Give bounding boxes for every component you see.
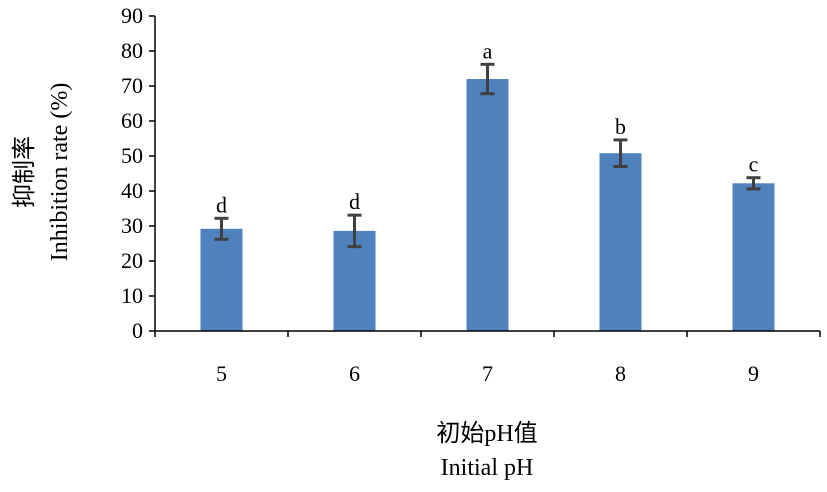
- x-tick-label: 8: [615, 361, 626, 386]
- significance-labels: d d a b c: [216, 38, 759, 217]
- x-tick-label: 9: [748, 361, 759, 386]
- bars: [200, 79, 775, 331]
- x-axis-ticks: 5 6 7 8 9: [154, 331, 821, 386]
- y-tick-label: 10: [121, 283, 143, 308]
- y-tick-label: 30: [121, 213, 143, 238]
- x-axis-title-en: Initial pH: [441, 455, 534, 481]
- bar: [599, 153, 642, 331]
- y-axis-title-zh: 抑制率: [11, 136, 38, 208]
- significance-label: a: [483, 38, 493, 63]
- bar: [732, 183, 775, 331]
- x-axis-title-zh: 初始pH值: [436, 420, 537, 447]
- error-bars: [214, 62, 761, 249]
- y-tick-label: 70: [121, 73, 143, 98]
- y-tick-label: 20: [121, 248, 143, 273]
- x-tick-label: 5: [216, 361, 227, 386]
- bar: [466, 79, 509, 331]
- bar: [200, 228, 243, 331]
- significance-label: c: [749, 152, 759, 177]
- significance-label: d: [216, 192, 227, 217]
- y-tick-label: 90: [121, 3, 143, 28]
- y-tick-label: 40: [121, 178, 143, 203]
- y-axis-ticks: 0 10 20 30 40 50 60 70 80 90: [121, 3, 155, 343]
- x-tick-label: 7: [482, 361, 493, 386]
- axes: [154, 16, 820, 332]
- y-tick-label: 0: [132, 318, 143, 343]
- y-axis-title-en: Inhibition rate (%): [47, 83, 73, 262]
- significance-label: b: [615, 114, 626, 139]
- significance-label: d: [349, 189, 360, 214]
- y-tick-label: 60: [121, 108, 143, 133]
- y-tick-label: 50: [121, 143, 143, 168]
- x-tick-label: 6: [349, 361, 360, 386]
- y-tick-label: 80: [121, 38, 143, 63]
